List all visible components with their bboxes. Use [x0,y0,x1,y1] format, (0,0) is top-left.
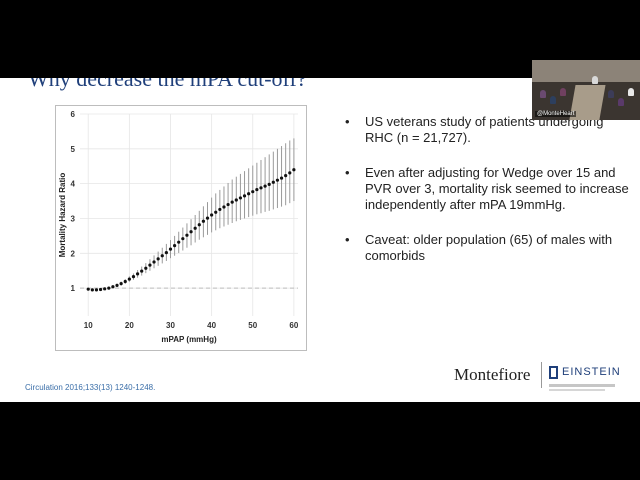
bullet-text: Caveat: older population (65) of males w… [365,232,613,263]
x-tick-label: 30 [166,321,175,330]
data-point [140,269,144,273]
y-tick-label: 6 [71,110,76,119]
data-point [288,171,292,175]
data-point [234,198,238,202]
data-point [177,240,181,244]
data-point [214,210,218,214]
data-point [131,275,136,279]
data-point [197,223,201,227]
hazard-ratio-chart: 10 20 30 40 50 60 1 2 3 4 5 6 mPAP (mmHg) Mortality H… [55,105,307,351]
bullet-dot: • [345,165,350,180]
data-point [218,207,222,212]
video-person [618,98,624,106]
data-point [189,230,193,234]
x-axis-label: mPAP (mmHg) [161,335,217,344]
video-person [592,76,598,84]
data-point [284,174,288,178]
data-point [275,178,280,182]
y-tick-label: 1 [71,284,76,293]
x-tick-label: 40 [207,321,216,330]
data-point [103,287,107,291]
data-point [156,257,160,261]
citation: Circulation 2016;133(13) 1240-1248. [25,383,156,392]
x-tick-label: 50 [248,321,257,330]
data-point [127,277,131,281]
data-point [230,200,234,204]
data-point [107,286,111,290]
y-axis-label: Mortality Hazard Ratio [58,173,67,258]
bullet-list: • US veterans study of patients undergoin… [345,114,635,283]
video-person [540,90,546,98]
video-person [608,90,614,98]
y-tick-label: 2 [71,249,76,258]
bullet-dot: • [345,232,350,247]
data-point [247,192,251,196]
data-point [164,251,168,255]
bullet-item: • Even after adjusting for Wedge over 15 … [345,165,635,213]
einstein-logo-text: EINSTEIN [562,366,621,378]
data-point [210,213,214,217]
bullet-item: • Caveat: older population (65) of males … [345,232,635,264]
data-point [242,194,247,198]
video-person [550,96,556,104]
data-point [144,266,148,270]
einstein-subtitle-graphic [549,389,605,391]
data-point [168,247,173,251]
data-point [181,237,185,241]
x-tick-label: 20 [125,321,134,330]
data-point [255,187,259,192]
data-point [160,254,164,258]
data-point [205,216,210,220]
video-person [628,88,634,96]
y-tick-label: 4 [71,180,76,189]
data-point [251,190,255,194]
data-point [259,186,263,190]
einstein-mark-icon [549,366,558,379]
montefiore-logo: Montefiore [454,365,530,385]
logo-divider [541,362,542,388]
einstein-subtitle-graphic [549,384,615,387]
data-point [148,263,152,267]
data-point [173,244,177,248]
data-point [222,205,226,209]
bullet-dot: • [345,114,350,129]
data-point [152,260,156,264]
data-point [279,176,284,180]
data-point [201,219,205,223]
data-point [86,287,90,291]
bullet-text: Even after adjusting for Wedge over 15 a… [365,165,629,212]
slide-title: Why decrease the mPA cut-off? [28,78,307,91]
data-point [123,279,127,284]
data-point [193,226,197,230]
montefiore-logo-text: Montefiore [454,365,531,384]
data-point [185,233,189,237]
data-point [98,287,103,292]
data-point [292,168,296,172]
data-point [238,196,243,200]
video-background [532,60,640,82]
data-point [267,182,271,186]
x-tick-label: 60 [289,321,298,330]
data-point [135,272,140,276]
data-point [226,202,230,207]
data-point [115,283,119,287]
data-point [90,288,94,292]
x-tick-label: 10 [84,321,93,330]
webcam-video-thumbnail[interactable]: @MonteHeart [532,60,640,120]
video-label: @MonteHeart [535,111,577,117]
data-point [271,180,275,184]
data-point [263,184,267,188]
plot-area [80,114,298,316]
video-person [560,88,566,96]
data-point [94,288,99,292]
y-tick-label: 3 [71,214,76,223]
data-point [119,282,123,286]
y-tick-label: 5 [71,145,76,154]
data-point [111,285,115,289]
presentation-slide: Why decrease the mPA cut-off? 10 20 30 40 50… [0,78,640,402]
chart-svg: 10 20 30 40 50 60 1 2 3 4 5 6 mPAP (mmHg) Mortality H… [58,110,299,344]
